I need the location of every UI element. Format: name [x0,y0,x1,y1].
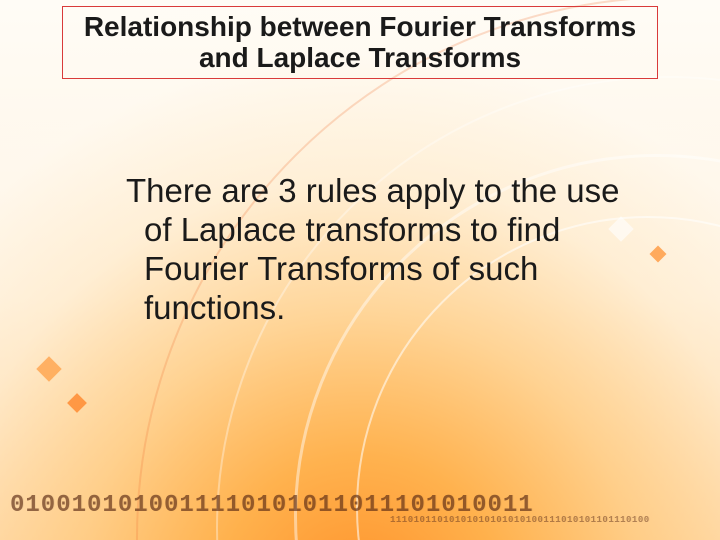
body-paragraph: There are 3 rules apply to the use of La… [126,172,656,328]
decorative-square [36,356,61,381]
slide-title: Relationship between Fourier Transforms … [71,11,649,74]
body-text: There are 3 rules apply to the use of La… [126,172,656,328]
slide: Relationship between Fourier Transforms … [0,0,720,540]
binary-small: 1110101101010101010101010011101010110111… [10,515,720,525]
binary-strip: 0100101010011110101011011101010011 11101… [0,492,720,526]
decorative-square [67,393,87,413]
title-box: Relationship between Fourier Transforms … [62,6,658,79]
